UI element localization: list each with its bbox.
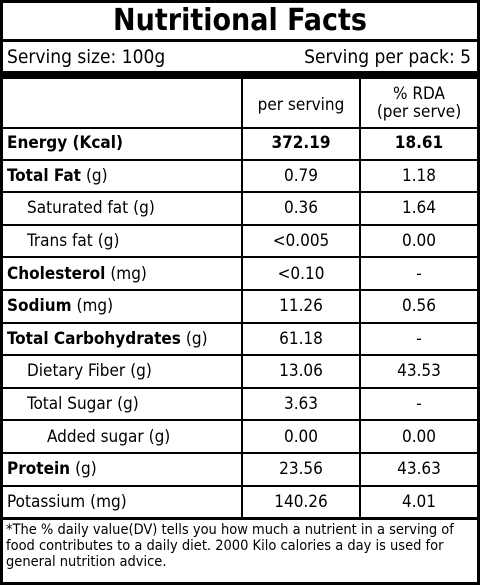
column-header-line: % RDA (393, 84, 445, 104)
rule (3, 517, 477, 521)
rule (3, 321, 477, 324)
rda-value: - (416, 328, 422, 349)
rule (3, 223, 477, 226)
per-serving-value: 11.26 (279, 296, 323, 317)
row-label: Total Fat (g) (7, 160, 108, 193)
footnote: *The % daily value(DV) tells you how muc… (6, 522, 454, 571)
rule (3, 386, 477, 389)
rda-value: 43.63 (397, 459, 441, 480)
rda-value: 43.53 (397, 361, 441, 382)
row-label: Added sugar (g) (47, 420, 170, 453)
rule (3, 452, 477, 454)
nutrient-unit: (g) (148, 426, 171, 447)
row-label: Total Sugar (g) (27, 388, 139, 421)
rule (3, 71, 477, 79)
title: Nutritional Facts (113, 3, 367, 38)
nutrient-name: Total Sugar (27, 394, 113, 415)
rule (3, 419, 477, 422)
nutrient-name: Saturated fat (27, 198, 129, 219)
nutrient-unit: (g) (85, 165, 108, 186)
serving-per-pack: Serving per pack: 5 (304, 46, 471, 68)
per-serving-value: 0.36 (283, 198, 319, 219)
per-serving-value: 140.26 (274, 491, 328, 512)
nutrient-name: Added sugar (47, 426, 144, 447)
rule (3, 191, 477, 194)
nutrient-unit: (g) (75, 459, 97, 480)
nutrient-name: Cholesterol (7, 263, 106, 284)
rule (3, 158, 477, 161)
rda-value: 1.18 (401, 165, 437, 186)
rda-value: 18.61 (394, 133, 444, 154)
nutrient-name: Total Fat (7, 165, 81, 186)
per-serving-value: 372.19 (271, 133, 331, 154)
per-serving-value: 0.79 (283, 165, 319, 186)
rda-value: 0.00 (401, 231, 437, 252)
column-header-line: (per serve) (376, 102, 462, 122)
nutrient-name: Potassium (7, 491, 86, 512)
serving-size: Serving size: 100g (7, 46, 166, 68)
rule (359, 79, 361, 519)
nutrient-unit: (mg) (76, 296, 114, 317)
nutrient-unit: (mg) (90, 491, 127, 512)
nutrient-unit: (g) (130, 361, 152, 382)
row-label: Energy (Kcal) (7, 127, 123, 160)
rda-value: 0.56 (401, 296, 437, 317)
nutrient-name: Protein (7, 459, 71, 480)
column-header: per serving (257, 95, 345, 115)
row-label: Cholesterol (mg) (7, 257, 147, 290)
per-serving-value: 13.06 (279, 361, 323, 382)
nutrient-unit: (mg) (110, 263, 147, 284)
rda-value: - (416, 394, 422, 415)
rule (241, 79, 243, 519)
row-label: Sodium (mg) (7, 290, 113, 323)
rda-value: 1.64 (401, 198, 437, 219)
row-label: Total Carbohydrates (g) (7, 323, 208, 356)
rule (3, 289, 477, 291)
nutrient-unit: (g) (185, 328, 208, 349)
rule (3, 484, 477, 487)
rda-value: 4.01 (401, 491, 437, 512)
rda-value: 0.00 (401, 426, 437, 447)
nutrient-name: Dietary Fiber (27, 361, 126, 382)
nutrient-name: Energy (Kcal) (7, 133, 123, 154)
rule (3, 256, 477, 259)
nutrient-name: Total Carbohydrates (7, 328, 181, 349)
row-label: Protein (g) (7, 453, 97, 486)
nutrient-unit: (g) (117, 394, 139, 415)
row-label: Saturated fat (g) (27, 192, 155, 225)
rule (3, 127, 477, 129)
nutrient-unit: (g) (133, 198, 155, 219)
nutrient-name: Trans fat (27, 231, 93, 252)
per-serving-value: <0.10 (277, 263, 325, 284)
per-serving-value: 23.56 (279, 459, 323, 480)
column-header: % RDA (per serve) (361, 79, 477, 127)
rule (3, 39, 477, 42)
row-label: Potassium (mg) (7, 486, 127, 519)
per-serving-value: 61.18 (279, 328, 323, 349)
per-serving-value: <0.005 (272, 231, 330, 252)
rule (3, 354, 477, 357)
per-serving-value: 0.00 (283, 426, 319, 447)
nutrient-unit: (g) (97, 231, 120, 252)
row-label: Trans fat (g) (27, 225, 119, 258)
nutrient-name: Sodium (7, 296, 72, 317)
rda-value: - (416, 263, 422, 284)
per-serving-value: 3.63 (283, 394, 319, 415)
row-label: Dietary Fiber (g) (27, 355, 152, 388)
